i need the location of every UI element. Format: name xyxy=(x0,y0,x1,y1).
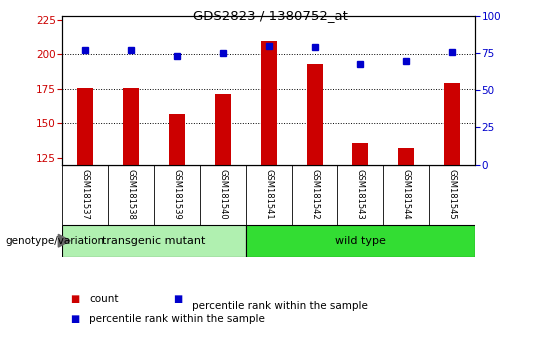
Bar xyxy=(123,87,139,165)
Bar xyxy=(215,95,231,165)
Text: percentile rank within the sample: percentile rank within the sample xyxy=(192,301,368,311)
Bar xyxy=(62,225,246,257)
Text: wild type: wild type xyxy=(335,236,386,246)
Text: GSM181542: GSM181542 xyxy=(310,169,319,220)
Bar xyxy=(444,84,460,165)
Bar xyxy=(307,64,322,165)
Bar xyxy=(353,143,368,165)
Bar xyxy=(399,148,414,165)
Text: GSM181537: GSM181537 xyxy=(80,169,90,220)
Text: transgenic mutant: transgenic mutant xyxy=(102,236,206,246)
Text: GDS2823 / 1380752_at: GDS2823 / 1380752_at xyxy=(193,9,347,22)
Text: count: count xyxy=(89,294,119,304)
Bar xyxy=(246,225,475,257)
Text: genotype/variation: genotype/variation xyxy=(5,236,105,246)
Text: GSM181538: GSM181538 xyxy=(126,169,136,220)
Bar xyxy=(169,114,185,165)
Text: GSM181539: GSM181539 xyxy=(172,169,181,220)
Text: ■: ■ xyxy=(173,294,182,304)
Text: GSM181540: GSM181540 xyxy=(218,169,227,220)
Bar xyxy=(261,41,276,165)
Text: ■: ■ xyxy=(70,294,79,304)
Text: ■: ■ xyxy=(70,314,79,324)
Text: GSM181543: GSM181543 xyxy=(356,169,365,220)
Text: GSM181541: GSM181541 xyxy=(264,169,273,220)
Text: GSM181544: GSM181544 xyxy=(402,169,411,220)
Bar xyxy=(77,87,93,165)
Text: GSM181545: GSM181545 xyxy=(448,169,457,220)
Text: percentile rank within the sample: percentile rank within the sample xyxy=(89,314,265,324)
Polygon shape xyxy=(58,234,70,247)
